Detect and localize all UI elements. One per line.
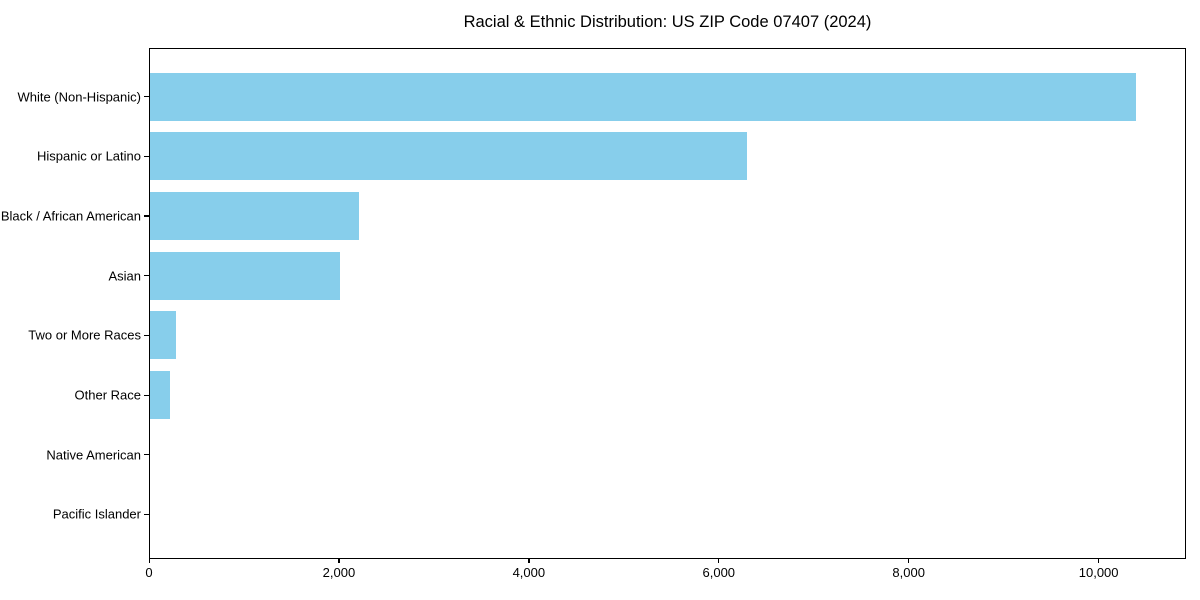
bar <box>150 311 176 360</box>
y-tick-mark <box>144 275 149 277</box>
x-tick-mark <box>148 558 150 563</box>
y-tick-mark <box>144 334 149 337</box>
y-tick-mark <box>144 513 149 516</box>
y-axis-label: Two or More Races <box>28 327 141 343</box>
y-axis-label: Pacific Islander <box>52 506 141 522</box>
bar <box>150 191 359 240</box>
y-tick-mark <box>144 394 149 396</box>
bar <box>150 72 1136 121</box>
y-tick-mark <box>144 96 149 98</box>
bar <box>150 371 170 420</box>
y-axis-label: Native American <box>46 447 141 463</box>
x-tick-label: 0 <box>145 565 153 580</box>
bar <box>150 132 748 181</box>
x-tick-mark <box>1098 558 1100 563</box>
x-tick-label: 4,000 <box>512 565 546 580</box>
y-axis-label: Hispanic or Latino <box>36 148 141 164</box>
y-axis-label: Other Race <box>74 387 141 403</box>
bar <box>150 251 340 300</box>
x-tick-mark <box>718 558 720 563</box>
x-tick-mark <box>908 558 910 563</box>
x-tick-label: 2,000 <box>322 565 356 580</box>
x-tick-mark <box>338 558 340 563</box>
x-tick-label: 10,000 <box>1078 565 1119 580</box>
x-tick-label: 6,000 <box>702 565 736 580</box>
y-axis-label: Black / African American <box>0 208 141 224</box>
chart-title: Racial & Ethnic Distribution: US ZIP Cod… <box>463 13 872 31</box>
plot-area <box>149 48 1186 559</box>
x-tick-label: 8,000 <box>892 565 925 580</box>
y-tick-mark <box>144 454 149 456</box>
y-tick-mark <box>144 155 149 157</box>
x-tick-mark <box>528 558 530 563</box>
y-axis-label: Asian <box>108 268 141 284</box>
y-axis-label: White (Non-Hispanic) <box>17 89 141 104</box>
y-tick-mark <box>144 215 149 217</box>
